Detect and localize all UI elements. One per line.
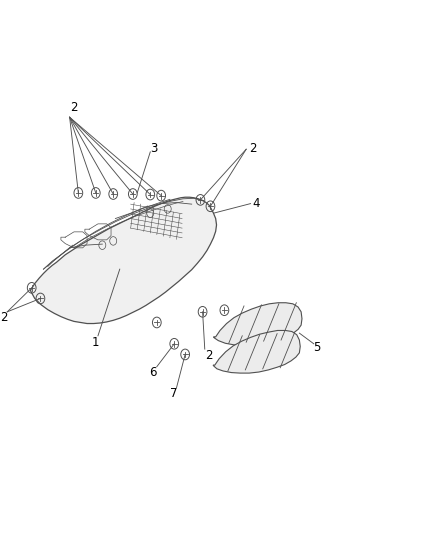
- Text: 1: 1: [92, 336, 99, 349]
- Text: 2: 2: [249, 142, 257, 155]
- Text: 2: 2: [70, 101, 78, 114]
- Text: 2: 2: [205, 349, 213, 362]
- Text: 7: 7: [170, 387, 177, 400]
- Polygon shape: [213, 303, 302, 345]
- Polygon shape: [30, 197, 216, 324]
- Polygon shape: [213, 330, 300, 373]
- Text: 2: 2: [0, 311, 8, 324]
- Text: 6: 6: [149, 366, 156, 378]
- Text: 3: 3: [150, 142, 157, 155]
- Text: 5: 5: [313, 341, 321, 354]
- Text: 4: 4: [252, 197, 260, 210]
